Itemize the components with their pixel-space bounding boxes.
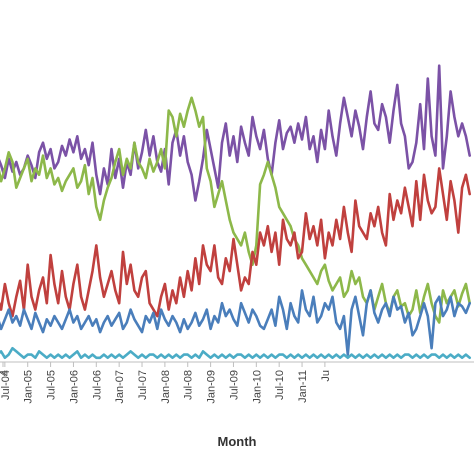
x-axis-ticks: Jul-04 Jan-05 Jul-05 Jan-06 Jul-06 Jan-07 Jul-…	[0, 362, 332, 404]
x-tick-label-14: Jan-11	[297, 370, 309, 403]
series-line-1	[0, 64, 472, 202]
x-axis-title: Month	[218, 434, 257, 449]
x-tick-label-11: Jul-09	[228, 370, 240, 400]
x-tick-label-6: Jan-07	[114, 370, 126, 404]
x-tick-label-1: Jul-04	[0, 370, 12, 400]
x-tick-label-partial-right: Ju	[320, 370, 332, 382]
series-line-3	[0, 167, 472, 318]
x-tick-label-5: Jul-06	[91, 370, 103, 400]
x-tick-label-9: Jul-08	[183, 370, 195, 400]
series-layer	[0, 64, 472, 360]
x-tick-label-10: Jan-09	[206, 370, 218, 404]
x-tick-label-partial-left: 4	[0, 370, 10, 376]
series-line-4	[0, 289, 472, 356]
x-tick-label-8: Jan-08	[160, 370, 172, 404]
x-tick-label-12: Jan-10	[251, 370, 263, 404]
x-tick-label-7: Jul-07	[137, 370, 149, 400]
x-tick-label-13: Jul-10	[274, 370, 286, 400]
x-tick-label-4: Jan-06	[68, 370, 80, 404]
x-tick-label-3: Jul-05	[46, 370, 58, 400]
series-line-5	[0, 346, 472, 360]
x-tick-label-2: Jan-05	[23, 370, 35, 404]
